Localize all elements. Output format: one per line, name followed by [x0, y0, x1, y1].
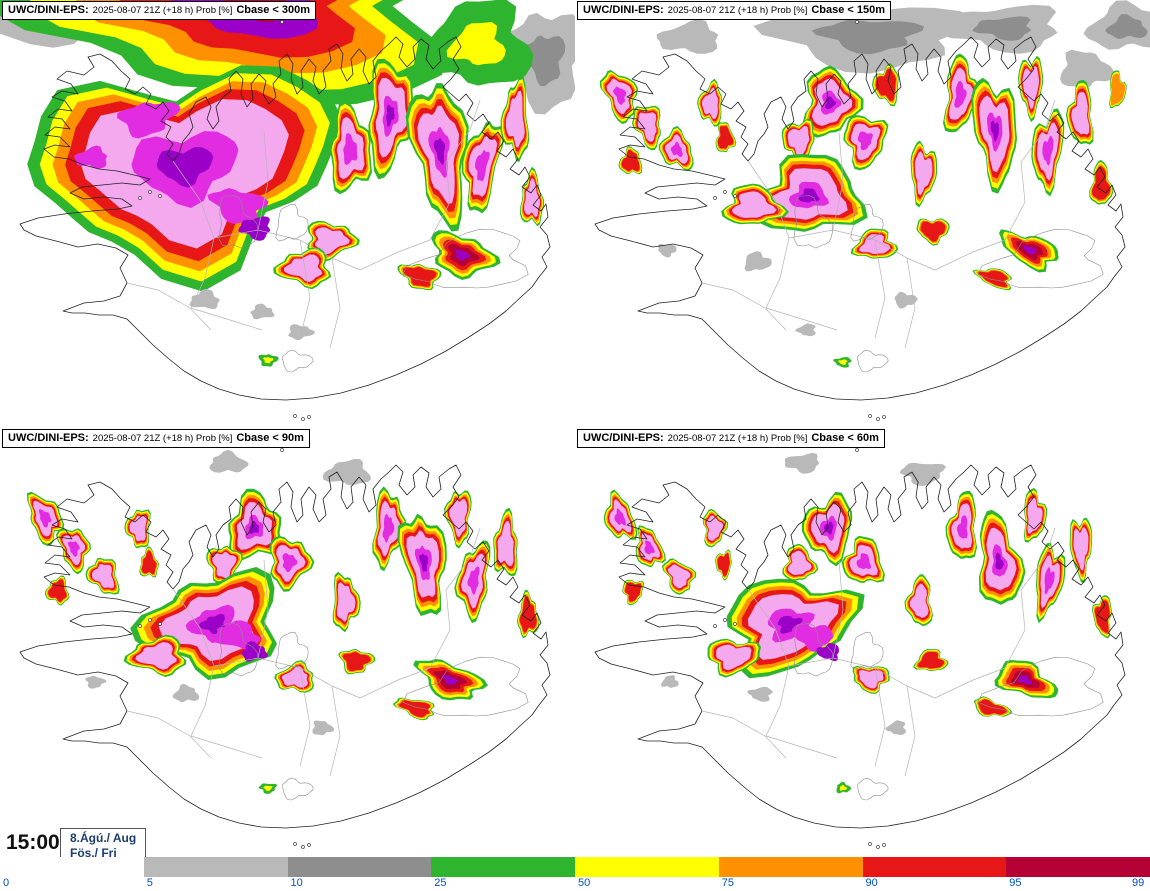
date-line-2: Fös./ Fri	[70, 846, 117, 860]
model-label: UWC/DINI-EPS:	[583, 4, 664, 16]
threshold-label: Cbase < 90m	[236, 432, 304, 444]
panel-title-cbase-300: UWC/DINI-EPS: 2025-08-07 21Z (+18 h) Prob…	[2, 1, 317, 20]
panel-title-cbase-90: UWC/DINI-EPS: 2025-08-07 21Z (+18 h) Prob…	[2, 429, 310, 448]
colorbar-tick-10: 10	[290, 877, 303, 889]
colorbar-segment-95-99	[1006, 857, 1150, 877]
run-label: 2025-08-07 21Z (+18 h) Prob [%]	[92, 433, 233, 444]
colorbar-tick-5: 5	[146, 877, 153, 889]
run-label: 2025-08-07 21Z (+18 h) Prob [%]	[92, 5, 233, 16]
map-cbase-300	[0, 0, 575, 421]
run-label: 2025-08-07 21Z (+18 h) Prob [%]	[667, 433, 808, 444]
panel-title-cbase-60: UWC/DINI-EPS: 2025-08-07 21Z (+18 h) Prob…	[577, 429, 885, 448]
colorbar-tick-50: 50	[578, 877, 591, 889]
colorbar-segment-25-50	[431, 857, 575, 877]
date-line-1: 8.Ágú./ Aug	[70, 831, 137, 845]
colorbar-segment-10-25	[287, 857, 432, 877]
colorbar-segment-50-75	[575, 857, 719, 877]
valid-time: 15:00	[6, 831, 60, 854]
colorbar-segment-90-95	[862, 857, 1007, 877]
panel-cbase-150: UWC/DINI-EPS: 2025-08-07 21Z (+18 h) Prob…	[575, 0, 1150, 430]
colorbar-tick-75: 75	[721, 877, 734, 889]
colorbar-tick-90: 90	[865, 877, 878, 889]
colorbar-tick-99: 99	[1132, 877, 1145, 889]
colorbar	[0, 857, 1150, 877]
panel-title-cbase-150: UWC/DINI-EPS: 2025-08-07 21Z (+18 h) Prob…	[577, 1, 892, 20]
map-cbase-150	[594, 0, 1150, 421]
colorbar-tick-25: 25	[434, 877, 447, 889]
colorbar-tick-0: 0	[3, 877, 10, 889]
colorbar-segment-5-10	[143, 857, 288, 877]
panel-cbase-60: UWC/DINI-EPS: 2025-08-07 21Z (+18 h) Prob…	[575, 428, 1150, 858]
run-label: 2025-08-07 21Z (+18 h) Prob [%]	[667, 5, 808, 16]
map-cbase-60	[594, 442, 1126, 849]
colorbar-segment-75-90	[718, 857, 863, 877]
panel-cbase-90: UWC/DINI-EPS: 2025-08-07 21Z (+18 h) Prob…	[0, 428, 575, 858]
panel-cbase-300: UWC/DINI-EPS: 2025-08-07 21Z (+18 h) Prob…	[0, 0, 575, 430]
colorbar-tick-95: 95	[1009, 877, 1022, 889]
model-label: UWC/DINI-EPS:	[583, 432, 664, 444]
threshold-label: Cbase < 150m	[811, 4, 886, 16]
model-label: UWC/DINI-EPS:	[8, 432, 89, 444]
colorbar-segment-0-5	[0, 857, 144, 877]
map-cbase-90	[19, 442, 551, 849]
threshold-label: Cbase < 300m	[236, 4, 311, 16]
threshold-label: Cbase < 60m	[811, 432, 879, 444]
model-label: UWC/DINI-EPS:	[8, 4, 89, 16]
